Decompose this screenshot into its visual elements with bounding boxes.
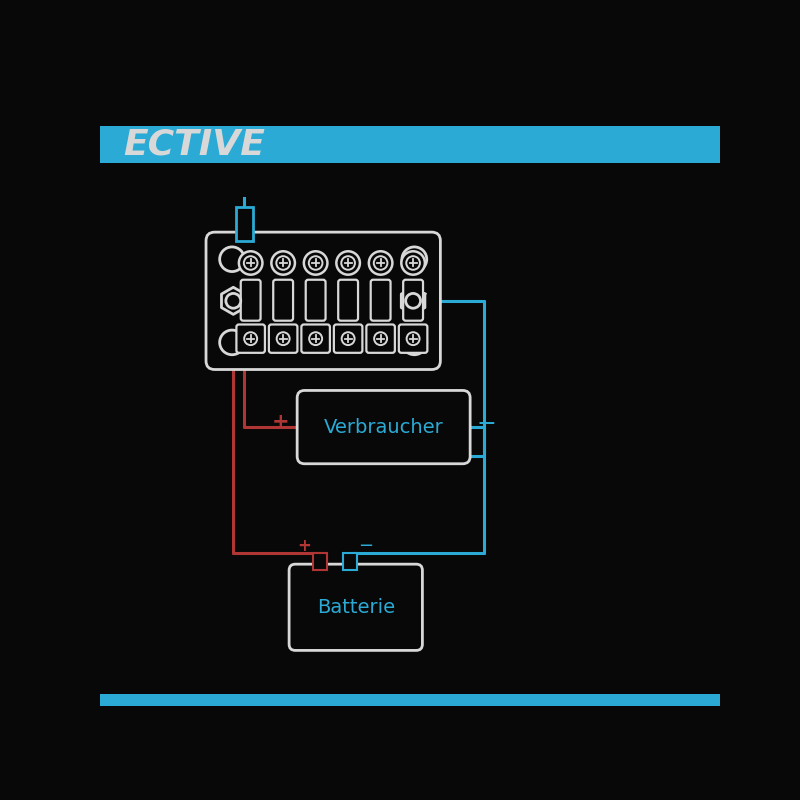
Bar — [314, 553, 327, 570]
FancyBboxPatch shape — [241, 280, 261, 321]
Circle shape — [342, 332, 354, 345]
FancyBboxPatch shape — [269, 325, 298, 353]
FancyBboxPatch shape — [366, 325, 395, 353]
Text: Batterie: Batterie — [317, 598, 395, 617]
Circle shape — [244, 332, 257, 345]
Bar — [236, 207, 253, 241]
Bar — [343, 553, 357, 570]
Circle shape — [406, 256, 420, 270]
FancyBboxPatch shape — [297, 390, 470, 464]
FancyBboxPatch shape — [289, 564, 422, 650]
Circle shape — [406, 332, 419, 345]
Circle shape — [402, 251, 425, 274]
Text: −: − — [476, 412, 496, 436]
Circle shape — [374, 256, 387, 270]
FancyBboxPatch shape — [370, 280, 390, 321]
Circle shape — [309, 256, 322, 270]
Text: −: − — [358, 537, 373, 554]
Circle shape — [369, 251, 392, 274]
Text: +: + — [272, 412, 290, 432]
Circle shape — [239, 251, 262, 274]
Circle shape — [244, 256, 258, 270]
Circle shape — [277, 332, 290, 345]
FancyBboxPatch shape — [338, 280, 358, 321]
Circle shape — [406, 294, 421, 308]
Text: ECTIVE: ECTIVE — [123, 127, 266, 161]
Circle shape — [226, 294, 241, 308]
FancyBboxPatch shape — [399, 325, 427, 353]
Circle shape — [342, 256, 355, 270]
FancyBboxPatch shape — [334, 325, 362, 353]
Circle shape — [276, 256, 290, 270]
Circle shape — [374, 332, 387, 345]
Text: +: + — [298, 537, 311, 554]
Circle shape — [220, 247, 245, 271]
Bar — [100, 694, 720, 706]
Bar — [100, 126, 720, 162]
Text: Verbraucher: Verbraucher — [324, 418, 443, 437]
Circle shape — [271, 251, 295, 274]
Circle shape — [304, 251, 327, 274]
Circle shape — [309, 332, 322, 345]
Circle shape — [402, 247, 426, 271]
Circle shape — [220, 330, 245, 354]
FancyBboxPatch shape — [403, 280, 423, 321]
FancyBboxPatch shape — [237, 325, 265, 353]
FancyBboxPatch shape — [302, 325, 330, 353]
Circle shape — [402, 330, 426, 354]
FancyBboxPatch shape — [274, 280, 293, 321]
FancyBboxPatch shape — [206, 232, 440, 370]
FancyBboxPatch shape — [306, 280, 326, 321]
Circle shape — [336, 251, 360, 274]
